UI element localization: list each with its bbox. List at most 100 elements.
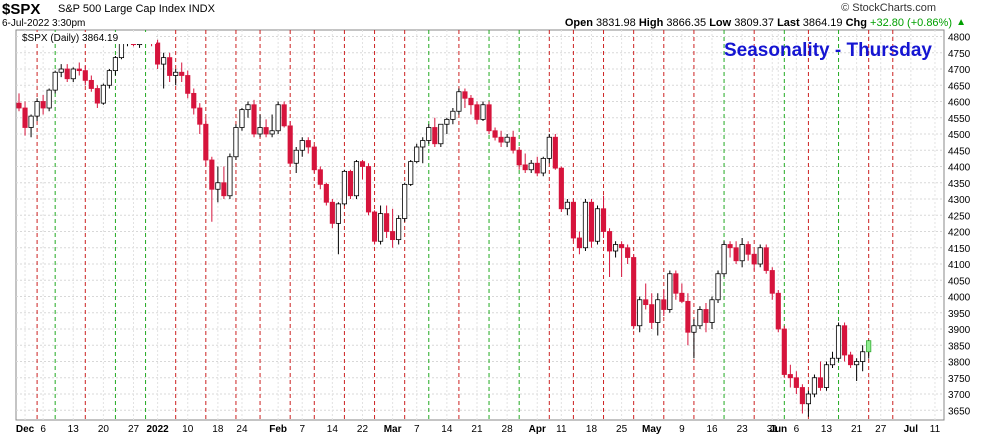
candle-body xyxy=(576,237,582,249)
candle-body xyxy=(432,127,438,145)
candle-body xyxy=(76,68,82,72)
candle-body xyxy=(564,201,570,210)
candle-body xyxy=(649,304,655,323)
candle-body xyxy=(100,84,106,104)
low-label: Low xyxy=(709,17,732,29)
x-tick-label: Jul xyxy=(904,424,919,435)
candle-body xyxy=(281,104,287,127)
candle-body xyxy=(715,273,721,301)
x-tick-label: 24 xyxy=(236,424,248,435)
candle-body xyxy=(522,164,528,171)
brand-label: © StockCharts.com xyxy=(841,2,936,14)
x-tick-label: Mar xyxy=(384,424,402,435)
candle-body xyxy=(34,101,40,117)
chg-label: Chg xyxy=(845,17,867,29)
candle-body xyxy=(263,127,269,135)
candle-body xyxy=(233,127,239,158)
y-tick-label: 3750 xyxy=(948,374,971,385)
candle-body xyxy=(88,79,94,89)
x-tick-label: 16 xyxy=(706,424,718,435)
x-tick-label: 10 xyxy=(182,424,194,435)
candle-body xyxy=(456,91,462,112)
candle-body xyxy=(293,149,299,164)
candle-body xyxy=(438,123,444,145)
candle-body xyxy=(335,203,341,224)
x-tick-label: 31 xyxy=(767,424,779,435)
x-tick-label: 14 xyxy=(327,424,339,435)
candle-body xyxy=(811,377,818,395)
candle-body xyxy=(637,299,643,327)
y-tick-label: 3850 xyxy=(948,341,971,352)
symbol-label: $SPX xyxy=(2,1,41,18)
candle-body xyxy=(155,42,161,65)
candle-body xyxy=(173,71,179,76)
candle-body xyxy=(854,361,860,366)
x-tick-label: May xyxy=(642,424,662,435)
x-tick-label: 2022 xyxy=(146,424,169,435)
candle-body xyxy=(600,208,607,232)
y-tick-label: 4500 xyxy=(948,130,971,141)
y-tick-label: 4400 xyxy=(948,163,971,174)
candle-body xyxy=(558,167,564,210)
candle-body xyxy=(793,377,799,388)
candle-body xyxy=(691,325,697,333)
candle-body xyxy=(842,325,848,356)
candle-body xyxy=(703,309,709,323)
y-tick-label: 4300 xyxy=(948,195,971,206)
y-tick-label: 4100 xyxy=(948,260,971,271)
candle-body xyxy=(299,140,305,151)
y-tick-label: 4450 xyxy=(948,146,971,157)
high-value: 3866.35 xyxy=(666,17,707,29)
candle-body xyxy=(444,118,450,125)
last-value: 3864.19 xyxy=(802,17,843,29)
candle-body xyxy=(82,70,88,81)
x-tick-label: Dec xyxy=(16,424,35,435)
candle-body xyxy=(396,218,402,241)
candle-body xyxy=(582,201,589,249)
candle-body xyxy=(22,107,28,128)
candle-body xyxy=(209,159,215,190)
candle-body xyxy=(631,257,637,327)
y-tick-label: 3800 xyxy=(948,358,971,369)
candle-body xyxy=(594,208,601,242)
candle-body xyxy=(245,104,251,111)
x-tick-label: Apr xyxy=(529,424,546,435)
candle-body xyxy=(486,104,492,132)
low-value: 3809.37 xyxy=(734,17,775,29)
candle-body xyxy=(420,140,426,148)
candle-body xyxy=(787,374,793,379)
candle-body xyxy=(534,162,540,174)
y-tick-label: 4350 xyxy=(948,179,971,190)
candle-body xyxy=(588,201,595,242)
candle-body xyxy=(191,92,197,109)
candle-body xyxy=(866,340,872,353)
y-tick-label: 4150 xyxy=(948,244,971,255)
candle-body xyxy=(673,273,679,294)
candle-body xyxy=(570,201,576,239)
up-arrow-icon: ▲ xyxy=(956,17,966,28)
x-tick-label: 22 xyxy=(357,424,369,435)
candle-body xyxy=(323,183,329,203)
plot-area xyxy=(15,29,945,421)
y-tick-label: 3900 xyxy=(948,325,971,336)
candle-body xyxy=(426,127,432,141)
candle-body xyxy=(528,162,534,171)
candle-body xyxy=(829,357,836,366)
x-tick-label: 7 xyxy=(414,424,420,435)
candle-body xyxy=(860,351,866,362)
candle-body xyxy=(661,299,667,310)
y-tick-label: 4600 xyxy=(948,98,971,109)
y-tick-label: 4200 xyxy=(948,228,971,239)
candle-body xyxy=(805,393,811,405)
chart-title: Seasonality - Thursday xyxy=(724,40,932,61)
candle-body xyxy=(462,91,468,99)
candle-body xyxy=(540,157,546,174)
candle-body xyxy=(848,354,854,366)
open-label: Open xyxy=(564,17,593,29)
x-tick-label: 7 xyxy=(299,424,305,435)
x-tick-label: 21 xyxy=(471,424,483,435)
x-tick-label: 11 xyxy=(930,424,941,435)
candle-body xyxy=(546,136,552,159)
candle-body xyxy=(58,68,64,73)
candle-body xyxy=(227,156,233,197)
